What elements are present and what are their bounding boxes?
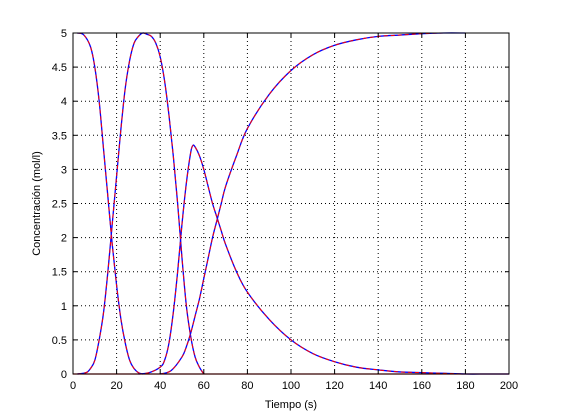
y-tick-label: 2 (61, 233, 67, 245)
y-tick-label: 4.5 (52, 62, 67, 74)
series-overlay-line-1 (77, 32, 143, 375)
series-overlay-line-3 (138, 144, 510, 375)
x-tick-label: 140 (369, 380, 387, 392)
y-tick-label: 0.5 (52, 335, 67, 347)
x-tick-label: 20 (110, 380, 122, 392)
y-tick-label: 0 (61, 369, 67, 381)
y-tick-label: 4 (61, 96, 67, 108)
x-tick-label: 200 (500, 380, 518, 392)
y-tick-label: 2.5 (52, 199, 67, 211)
y-tick-label: 1.5 (52, 267, 67, 279)
y-tick-label: 5 (61, 28, 67, 40)
x-tick-label: 60 (198, 380, 210, 392)
y-tick-label: 3 (61, 164, 67, 176)
x-axis-label: Tiempo (s) (265, 399, 317, 411)
x-tick-label: 40 (154, 380, 166, 392)
y-tick-label: 1 (61, 301, 67, 313)
x-tick-label: 100 (282, 380, 300, 392)
x-tick-label: 0 (70, 380, 76, 392)
axis-ticks: 0 20 40 60 80 100 120 140 160 180 200 0 0.5 1 1.5 2 2.5 3… (52, 28, 518, 392)
y-axis-label: Concentración (mol/l) (31, 151, 43, 256)
grid-lines (73, 33, 509, 374)
y-tick-label: 3.5 (52, 130, 67, 142)
x-tick-label: 80 (241, 380, 253, 392)
x-tick-label: 160 (413, 380, 431, 392)
x-tick-label: 180 (456, 380, 474, 392)
x-tick-label: 120 (325, 380, 343, 392)
